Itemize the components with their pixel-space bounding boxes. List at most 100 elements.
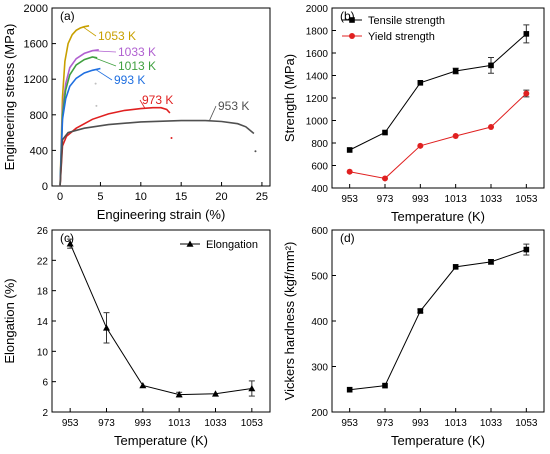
curve-leader (92, 56, 117, 67)
y-tick-label: 800 (30, 110, 48, 122)
data-point (346, 168, 353, 175)
x-tick-label: 1053 (241, 418, 264, 429)
x-tick-label: 1013 (445, 418, 468, 429)
x-tick-label: 1053 (515, 418, 538, 429)
y-tick-label: 1200 (24, 74, 48, 86)
x-tick-label: 993 (134, 418, 151, 429)
curve-leader (95, 69, 113, 81)
x-tick-label: 1033 (480, 418, 503, 429)
x-tick-label: 5 (97, 191, 103, 203)
x-tick-label: 1053 (515, 194, 538, 205)
x-tick-label: 20 (215, 191, 227, 203)
curve-973-k (59, 106, 171, 187)
curve-label: 1053 K (98, 29, 136, 43)
x-tick-label: 993 (412, 194, 429, 205)
fracture-point (254, 150, 257, 153)
curve-label: 953 K (218, 99, 249, 113)
panel-label: (c) (60, 231, 74, 245)
y-tick-label: 200 (311, 408, 328, 419)
x-tick-label: 15 (175, 191, 187, 203)
fracture-point (94, 82, 97, 85)
y-tick-label: 1200 (306, 94, 329, 105)
data-point (523, 246, 530, 253)
x-tick-label: 993 (412, 418, 429, 429)
x-tick-label: 953 (341, 194, 358, 205)
plot-frame (51, 229, 271, 413)
x-tick-label: 1013 (168, 418, 191, 429)
legend-marker (186, 240, 194, 247)
legend-marker (349, 33, 355, 39)
x-tick-label: 1033 (204, 418, 227, 429)
y-tick-label: 18 (37, 287, 49, 298)
panel-label: (a) (60, 9, 75, 23)
curve-label: 1033 K (118, 45, 156, 59)
data-point (417, 142, 424, 149)
data-point (488, 62, 494, 69)
data-point (452, 264, 459, 270)
data-point (417, 80, 424, 86)
series-line (69, 243, 252, 396)
legend-label: Elongation (206, 239, 258, 251)
y-tick-label: 2000 (306, 4, 329, 15)
data-point (417, 308, 424, 314)
panel-b: 400 600 800 1000 1200 1400 1600 1800 2000 953 973 9… (282, 4, 545, 224)
data-point (66, 240, 74, 247)
data-point (175, 391, 183, 398)
x-axis-label: Engineering strain (%) (97, 207, 226, 222)
y-tick-label: 400 (311, 184, 328, 195)
y-tick-label: 300 (311, 363, 328, 374)
data-point (248, 384, 256, 392)
x-tick-label: 953 (341, 418, 358, 429)
data-point (523, 90, 530, 97)
y-tick-label: 600 (311, 162, 328, 173)
data-point (382, 175, 388, 182)
y-axis-label: Vickers hardness (kgf/mm²) (282, 242, 297, 401)
x-tick-label: 1033 (480, 194, 503, 205)
plot-frame (331, 7, 545, 189)
y-tick-label: 2000 (24, 3, 48, 15)
data-point (346, 386, 353, 393)
curve-1013-k (59, 56, 98, 187)
curve-leader (92, 50, 117, 53)
y-axis-label: Strength (MPa) (282, 54, 297, 142)
x-tick-label: 973 (377, 418, 394, 429)
x-tick-label: 973 (98, 418, 115, 429)
data-point (212, 390, 219, 397)
y-tick-label: 400 (30, 145, 48, 157)
curve-leader (209, 105, 217, 121)
y-tick-label: 1000 (306, 117, 329, 128)
data-point (488, 124, 494, 131)
x-tick-label: 953 (62, 418, 79, 429)
curve-leader (139, 99, 146, 109)
series-line (349, 249, 527, 391)
panel-a: 0 400 800 1200 1600 2000 0 5 10 15 20 25 Engineering… (2, 3, 271, 222)
y-tick-label: 10 (37, 347, 49, 358)
y-tick-label: 600 (311, 226, 328, 237)
legend-label: Yield strength (368, 31, 435, 43)
y-axis-label: Elongation (%) (2, 278, 17, 363)
legend-label: Tensile strength (368, 15, 445, 27)
y-tick-label: 400 (311, 317, 328, 328)
data-point (452, 133, 459, 140)
series-line (349, 33, 527, 151)
curve-leader (82, 26, 97, 37)
data-point (346, 147, 353, 153)
fracture-point (95, 104, 98, 107)
x-tick-label: 0 (57, 191, 63, 203)
y-tick-label: 14 (37, 317, 49, 328)
y-tick-label: 1600 (306, 49, 329, 60)
curve-label: 993 K (114, 73, 145, 87)
x-axis-label: Temperature (K) (391, 433, 485, 448)
data-point (382, 382, 388, 389)
panel-label: (d) (340, 231, 355, 245)
x-tick-label: 973 (377, 194, 394, 205)
y-tick-label: 2 (42, 408, 48, 419)
x-axis-label: Temperature (K) (391, 209, 485, 224)
y-tick-label: 1400 (306, 72, 329, 83)
y-tick-label: 800 (311, 139, 328, 150)
y-tick-label: 22 (37, 256, 49, 267)
series-line (349, 93, 527, 179)
curve-label: 973 K (142, 93, 173, 107)
